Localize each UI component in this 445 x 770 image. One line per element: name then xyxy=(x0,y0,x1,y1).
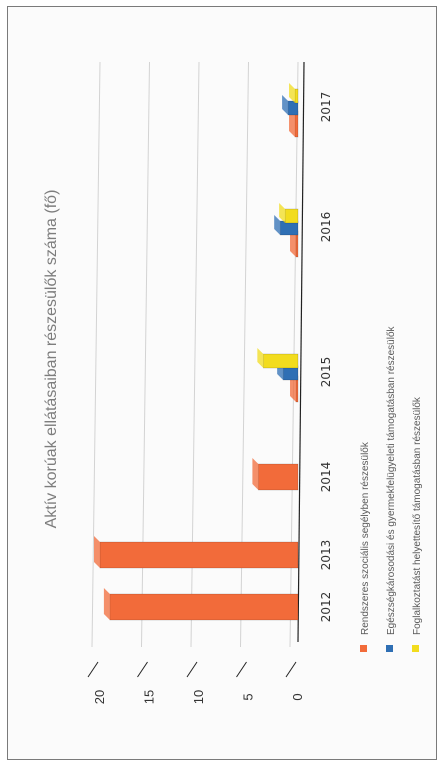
bar-side xyxy=(257,348,264,368)
bar-side xyxy=(103,588,110,620)
category-label: 2013 xyxy=(319,540,333,571)
bar-side xyxy=(279,203,286,223)
legend-label: Foglalkoztatást helyettesítő támogatásba… xyxy=(412,396,423,635)
category-label: 2012 xyxy=(319,592,333,623)
legend-label: Rendszeres szociális segélyben részesülő… xyxy=(360,441,371,635)
bar-side xyxy=(289,83,296,103)
bar-side xyxy=(274,215,281,235)
value-tick-label: 0 xyxy=(290,693,305,700)
value-tick-mark xyxy=(137,661,148,678)
bar-side xyxy=(94,536,100,568)
bar xyxy=(284,208,299,224)
legend-swatch xyxy=(360,645,367,652)
bar xyxy=(109,593,299,621)
value-tick-label: 20 xyxy=(92,690,107,704)
value-tick-mark xyxy=(87,661,99,678)
chart-title: Aktív korúak ellátásaiban részesülők szá… xyxy=(43,190,60,529)
legend-swatch xyxy=(386,645,393,652)
value-tick-labels: 0 5 10 15 20 xyxy=(87,661,305,704)
bar xyxy=(258,463,299,491)
bar xyxy=(294,88,299,104)
bar xyxy=(99,541,299,569)
category-label: 2016 xyxy=(319,212,333,243)
value-tick-label: 10 xyxy=(191,690,206,704)
legend: Rendszeres szociális segélyben részesülő… xyxy=(360,325,423,652)
value-tick-mark xyxy=(236,661,247,678)
value-tick-mark xyxy=(285,661,297,678)
chart-frame: 0 5 10 15 20 2012 2013 2014 2015 2016 2017 Aktív ko… xyxy=(7,6,437,760)
gridline-20 xyxy=(91,61,101,648)
category-label: 2014 xyxy=(319,462,333,493)
series-2 xyxy=(257,83,299,369)
category-label: 2017 xyxy=(319,92,333,123)
series-0 xyxy=(94,105,299,621)
bar-side xyxy=(252,458,259,490)
bar-side xyxy=(282,95,289,115)
bar xyxy=(263,353,299,369)
bar-chart: 0 5 10 15 20 2012 2013 2014 2015 2016 2017 Aktív ko… xyxy=(43,61,423,704)
category-axis-line xyxy=(297,61,305,643)
value-tick-label: 15 xyxy=(142,690,157,704)
category-labels: 2012 2013 2014 2015 2016 2017 xyxy=(319,92,333,623)
category-label: 2015 xyxy=(319,357,333,388)
legend-label: Egészségkárosodási és gyermekfelügyeleti… xyxy=(386,325,397,635)
value-tick-label: 5 xyxy=(241,693,256,700)
legend-swatch xyxy=(412,645,419,652)
value-tick-mark xyxy=(186,661,198,678)
